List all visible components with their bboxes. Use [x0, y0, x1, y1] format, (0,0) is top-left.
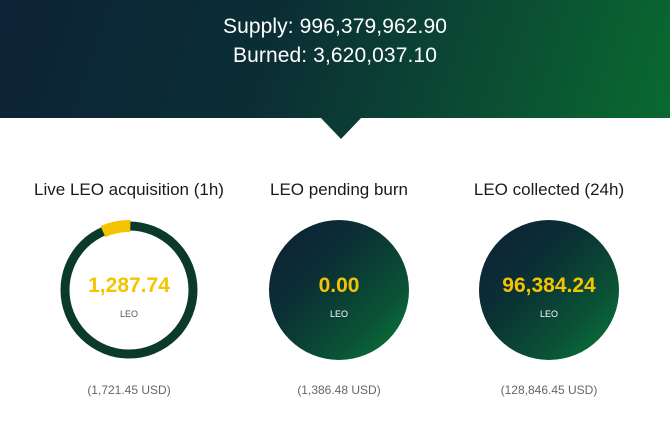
pending-burn-disc: 0.00 LEO: [269, 220, 409, 360]
stat-title: LEO pending burn: [270, 180, 408, 199]
stat-live-acquisition: Live LEO acquisition (1h) 1,287.74 LEO (…: [19, 178, 239, 408]
gradient-disc: [269, 220, 409, 360]
stat-usd-value: (128,846.45 USD): [500, 383, 598, 397]
gradient-disc: [479, 220, 619, 360]
supply-text: Supply: 996,379,962.90: [222, 15, 448, 38]
stat-pending-burn: LEO pending burn 0.00 LEO (1,386.48 USD): [229, 178, 449, 408]
acquisition-progress-ring: 1,287.74 LEO: [59, 220, 199, 360]
stat-value: 1,287.74: [88, 274, 170, 297]
stat-unit: LEO: [119, 309, 138, 319]
stat-value: 96,384.24: [502, 274, 596, 297]
collected-disc: 96,384.24 LEO: [479, 220, 619, 360]
stat-usd-value: (1,721.45 USD): [87, 383, 171, 397]
progress-ring-svg: [59, 220, 199, 360]
banner-pointer: [320, 117, 362, 139]
stat-title: Live LEO acquisition (1h): [34, 180, 224, 199]
burned-text: Burned: 3,620,037.10: [232, 44, 437, 67]
progress-ring-fill: [59, 220, 199, 360]
stat-unit: LEO: [539, 309, 558, 319]
stat-usd-value: (1,386.48 USD): [297, 383, 381, 397]
stat-value: 0.00: [318, 274, 360, 297]
stat-title: LEO collected (24h): [473, 180, 625, 199]
supply-banner: Supply: 996,379,962.90 Burned: 3,620,037…: [0, 0, 670, 118]
stat-unit: LEO: [329, 309, 348, 319]
stat-collected-24h: LEO collected (24h) 96,384.24 LEO (128,8…: [439, 178, 659, 408]
